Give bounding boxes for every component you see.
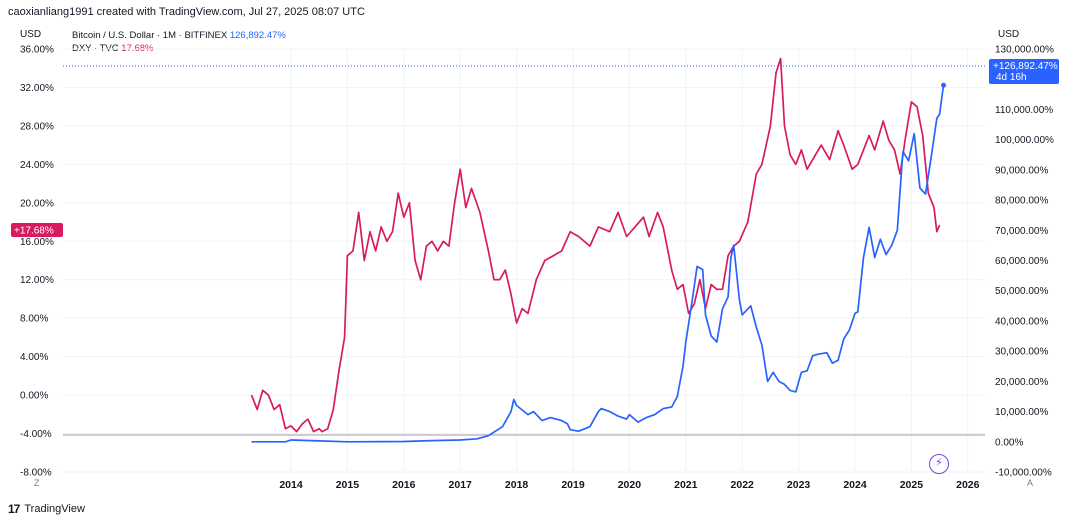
right-tick-label: 40,000.00% — [995, 316, 1048, 327]
chart-attribution: caoxianliang1991 created with TradingVie… — [8, 6, 365, 18]
right-tick-label: 90,000.00% — [995, 165, 1048, 176]
left-tick-label: 32.00% — [20, 83, 54, 94]
right-tick-label: 10,000.00% — [995, 407, 1048, 418]
dxy-price-badge: +17.68% — [11, 223, 63, 237]
left-axis-unit: USD — [20, 29, 42, 40]
x-tick-label: 2024 — [843, 479, 867, 491]
right-tick-label: 100,000.00% — [995, 135, 1054, 146]
brand-name: TradingView — [24, 503, 85, 515]
x-tick-label: 2020 — [618, 479, 642, 491]
right-corner-label[interactable]: A — [1027, 478, 1034, 488]
left-tick-label: 12.00% — [20, 275, 54, 286]
right-tick-label: -10,000.00% — [995, 468, 1052, 479]
tradingview-logo-icon: 17 — [8, 502, 20, 516]
right-tick-label: 60,000.00% — [995, 256, 1048, 267]
left-tick-label: 20.00% — [20, 198, 54, 209]
x-tick-label: 2026 — [956, 479, 980, 491]
left-axis-ticks: 36.00% 32.00% 28.00% 24.00% 20.00% 16.00% 12.0… — [20, 45, 54, 479]
x-tick-label: 2016 — [392, 479, 416, 491]
right-tick-label: 110,000.00% — [995, 105, 1053, 116]
x-tick-label: 2014 — [279, 479, 303, 491]
left-corner-label[interactable]: Z — [34, 478, 40, 488]
left-tick-label: 28.00% — [20, 121, 54, 132]
x-axis-ticks: 2014 2015 2016 2017 2018 2019 2020 2021 2022 2023… — [279, 479, 979, 491]
left-tick-label: 24.00% — [20, 160, 54, 171]
right-axis-unit: USD — [998, 29, 1020, 40]
brand-footer[interactable]: 17 TradingView — [8, 502, 85, 516]
x-tick-label: 2022 — [731, 479, 755, 491]
right-tick-label: 80,000.00% — [995, 196, 1048, 207]
x-tick-label: 2015 — [336, 479, 360, 491]
left-tick-label: 16.00% — [20, 237, 54, 248]
legend-btc-value: 126,892.47% — [229, 30, 286, 41]
left-tick-label: 4.00% — [20, 352, 48, 363]
right-tick-label: 70,000.00% — [995, 226, 1048, 237]
x-tick-label: 2018 — [505, 479, 529, 491]
btc-badge-value: +126,892.47% — [993, 61, 1058, 72]
left-tick-label: 36.00% — [20, 45, 54, 56]
right-tick-label: 130,000.00% — [995, 45, 1054, 56]
right-tick-label: 0.00% — [995, 437, 1023, 448]
right-axis-ticks: 130,000.00%120,000.00%110,000.00%100,000… — [995, 45, 1054, 479]
x-tick-label: 2019 — [561, 479, 585, 491]
left-tick-label: -8.00% — [20, 468, 52, 479]
right-tick-label: 50,000.00% — [995, 286, 1048, 297]
x-tick-label: 2025 — [900, 479, 924, 491]
btc-last-point — [941, 82, 947, 88]
x-tick-label: 2021 — [674, 479, 698, 491]
btc-price-badge: +126,892.47% 4d 16h — [989, 59, 1059, 84]
legend-btc-name: Bitcoin / U.S. Dollar · 1M · BITFINEX — [72, 30, 228, 41]
btc-badge-countdown: 4d 16h — [996, 72, 1027, 83]
left-tick-label: 0.00% — [20, 391, 48, 402]
left-tick-label: 8.00% — [20, 314, 48, 325]
lightning-icon[interactable]: ⚡ — [929, 454, 949, 474]
right-tick-label: 20,000.00% — [995, 377, 1048, 388]
dxy-badge-value: +17.68% — [14, 226, 54, 237]
x-tick-label: 2017 — [449, 479, 473, 491]
left-tick-label: -4.00% — [20, 429, 52, 440]
x-tick-label: 2023 — [787, 479, 811, 491]
right-tick-label: 30,000.00% — [995, 347, 1048, 358]
grid-lines — [63, 48, 985, 473]
btc-series-line[interactable] — [251, 85, 945, 443]
legend-btc[interactable]: Bitcoin / U.S. Dollar · 1M · BITFINEX 12… — [72, 30, 286, 41]
dxy-series-line[interactable] — [250, 57, 941, 433]
